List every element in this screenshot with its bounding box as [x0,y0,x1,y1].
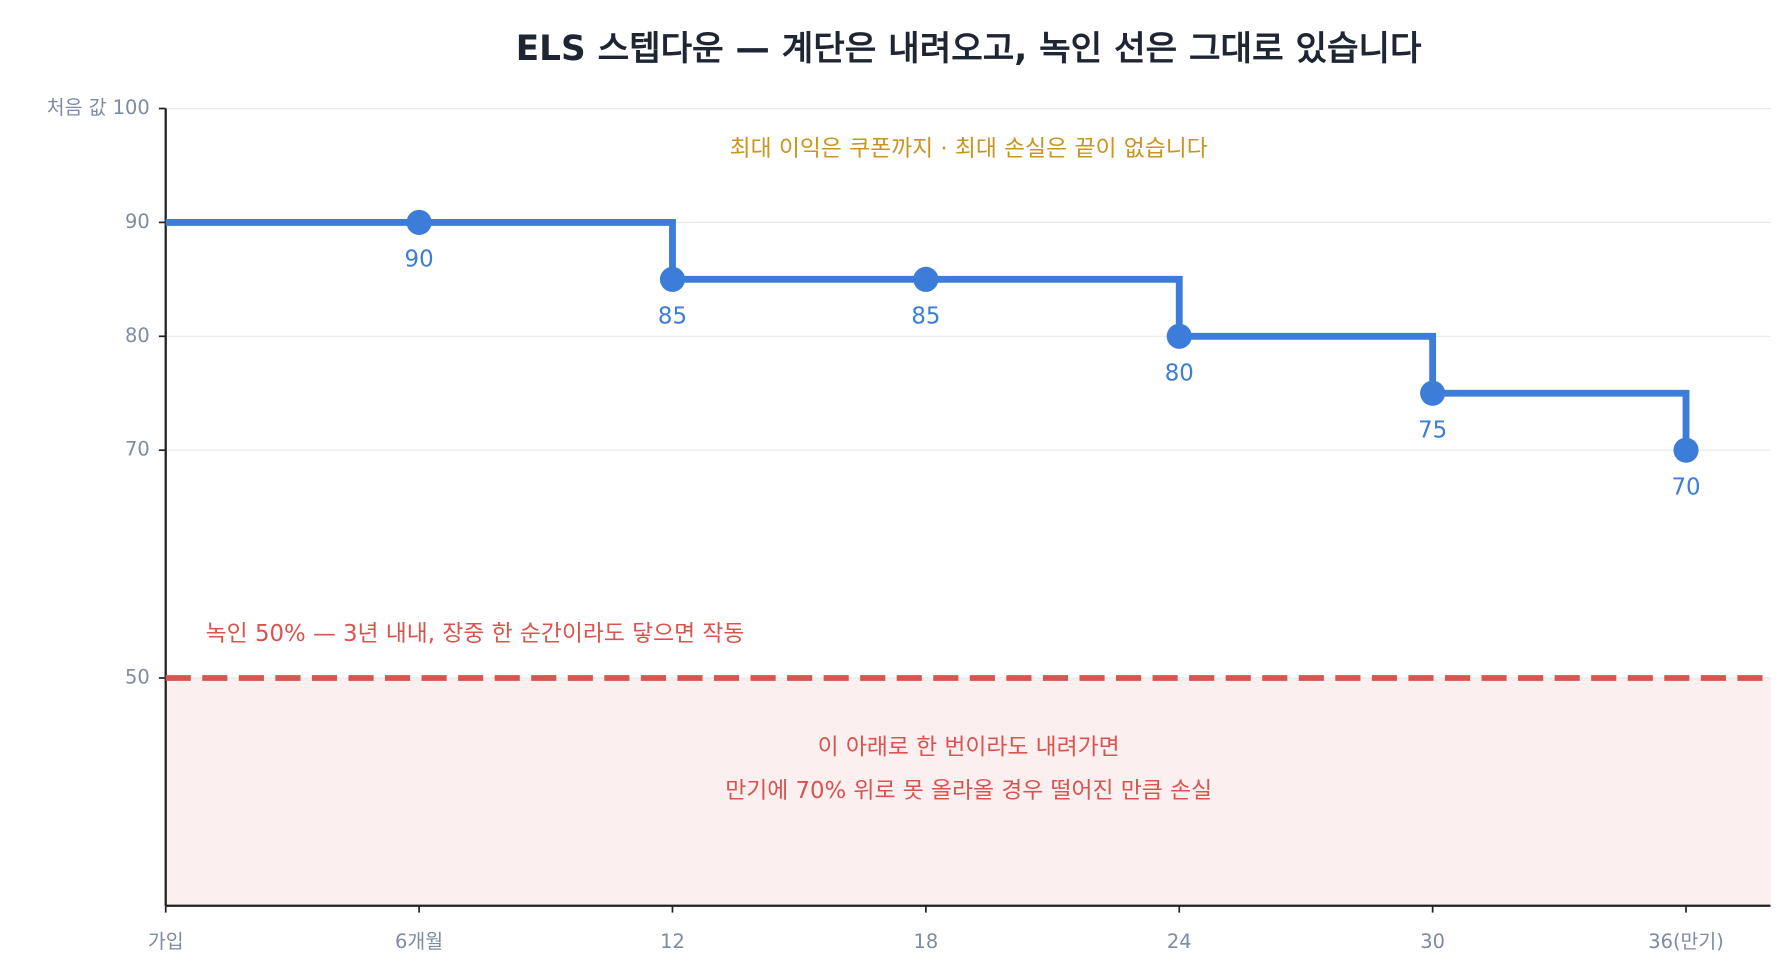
point [1673,437,1699,463]
y-tick-label: 50 [125,665,150,688]
y-tick-label: 처음 값 100 [47,96,150,119]
x-tick-label: 36(만기) [1648,930,1724,953]
data-label: 80 [1165,360,1194,386]
data-label: 90 [405,247,434,273]
x-tick-label: 12 [660,930,685,953]
data-label: 70 [1671,474,1700,500]
x-tick-label: 6개월 [395,930,443,953]
step-line [419,218,676,280]
point [1420,380,1446,406]
step-line [1179,332,1437,394]
annotation: 최대 이익은 쿠폰까지 · 최대 손실은 끝이 없습니다 [730,136,1208,162]
y-tick-label: 70 [125,438,150,461]
data-label: 85 [911,304,940,330]
barrier-note: 만기에 70% 위로 못 올라올 경우 떨어진 만큼 손실 [725,778,1212,804]
x-tick-label: 가입 [148,930,184,953]
point [913,266,939,292]
barrier-note: 이 아래로 한 번이라도 내려가면 [818,735,1120,761]
step-line [1432,389,1690,451]
point [659,266,686,292]
step-line [925,275,1183,337]
x-tick-label: 30 [1420,930,1445,953]
chart-title: ELS 스텝다운 — 계단은 내려오고, 녹인 선은 그대로 있습니다 [516,29,1422,69]
point [1166,323,1192,349]
point [406,209,432,235]
x-tick-label: 18 [914,930,939,953]
barrier-zone [165,677,1771,906]
data-label: 75 [1418,417,1447,443]
x-tick-label: 24 [1167,930,1192,953]
y-tick-label: 90 [125,210,150,233]
y-tick-label: 80 [125,324,150,347]
barrier-label: 녹인 50% — 3년 내내, 장중 한 순간이라도 닿으면 작동 [206,621,745,647]
data-label: 85 [658,304,687,330]
